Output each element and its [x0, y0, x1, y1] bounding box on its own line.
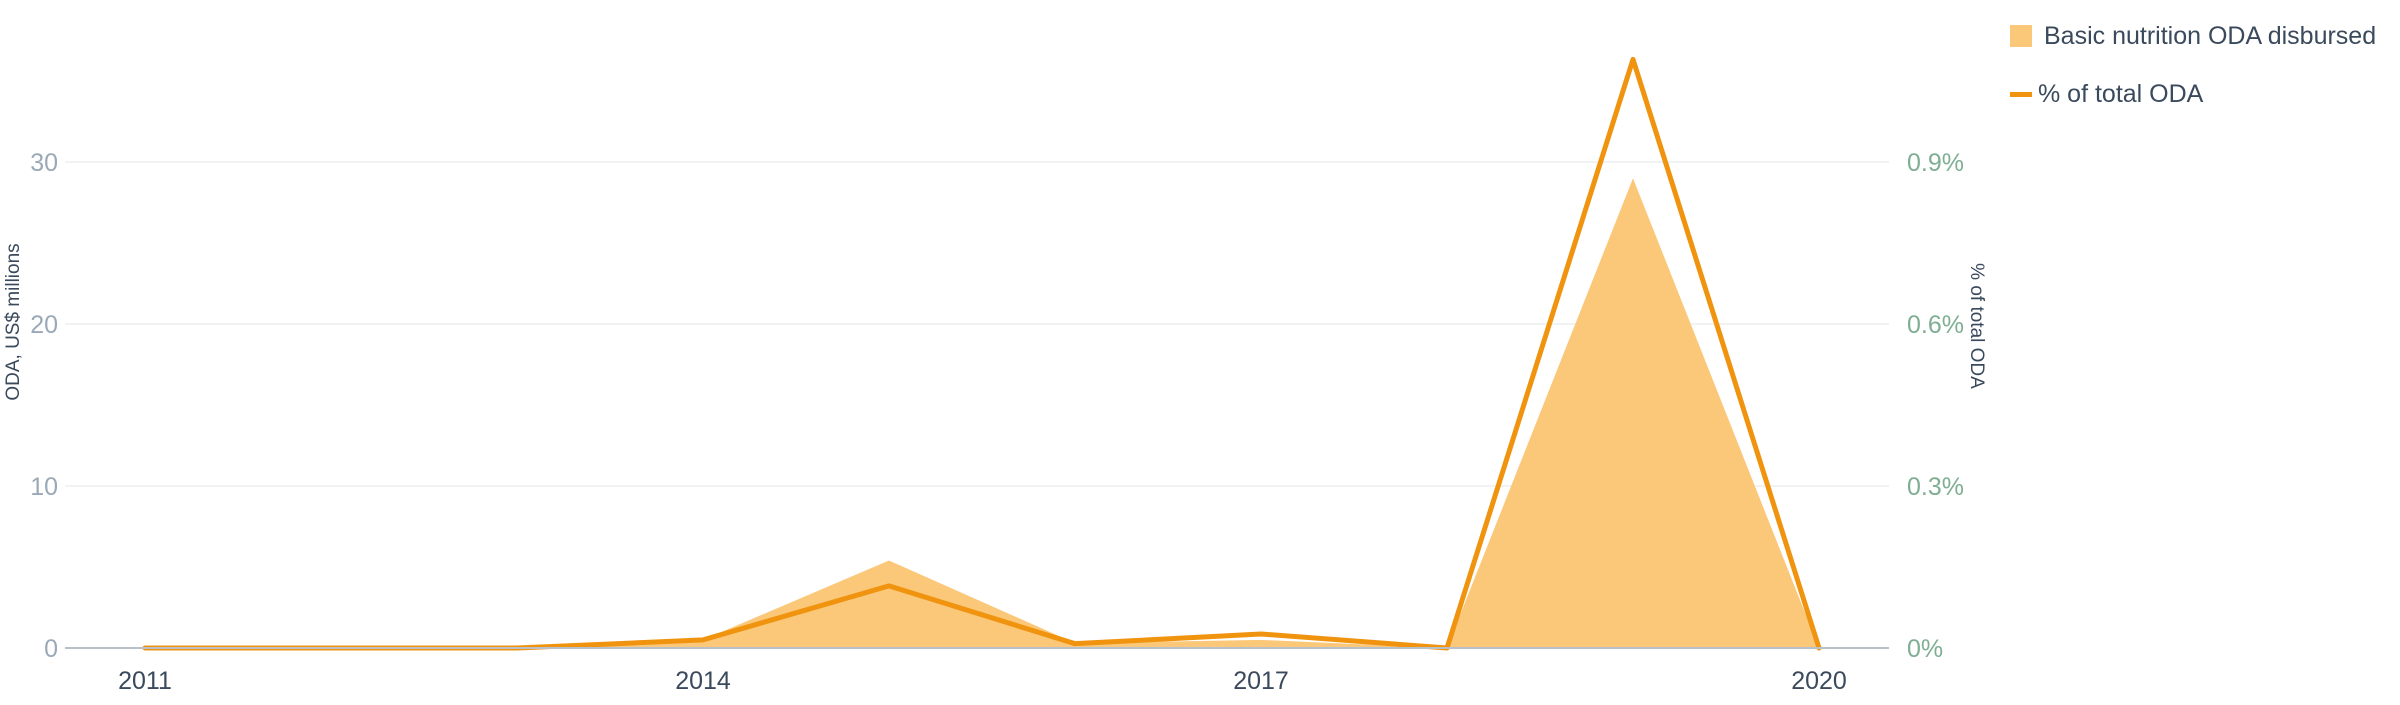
legend-area-swatch: [2010, 25, 2032, 47]
y-left-tick-label: 10: [30, 473, 58, 501]
x-tick-label: 2011: [118, 667, 172, 695]
legend-item-line[interactable]: % of total ODA: [2010, 76, 2376, 112]
tick-labels: 0 10 20 30 0% 0.3% 0.6% 0.9% 2011 2014 2017 2020: [30, 149, 1964, 695]
area-series-basic-nutrition-oda: [145, 178, 1819, 648]
legend-line-swatch: [2010, 91, 2032, 97]
y-left-tick-label: 30: [30, 149, 58, 177]
y-right-tick-label: 0.9%: [1907, 149, 1964, 177]
x-tick-label: 2017: [1233, 667, 1289, 695]
y-axis-left-title: ODA, US$ millions: [3, 243, 24, 401]
legend-line-label: % of total ODA: [2038, 79, 2204, 108]
legend-area-label: Basic nutrition ODA disbursed: [2044, 21, 2377, 50]
area-series-group: [145, 178, 1819, 648]
y-left-tick-label: 20: [30, 311, 58, 339]
y-axis-right-title: % of total ODA: [1966, 263, 1987, 389]
legend: Basic nutrition ODA disbursed % of total…: [2010, 18, 2376, 134]
x-tick-label: 2014: [675, 667, 731, 695]
y-right-tick-label: 0%: [1907, 635, 1943, 663]
y-right-tick-label: 0.3%: [1907, 473, 1964, 501]
x-tick-label: 2020: [1791, 667, 1847, 695]
y-right-tick-label: 0.6%: [1907, 311, 1964, 339]
legend-item-area[interactable]: Basic nutrition ODA disbursed: [2010, 18, 2376, 54]
y-left-tick-label: 0: [44, 635, 58, 663]
